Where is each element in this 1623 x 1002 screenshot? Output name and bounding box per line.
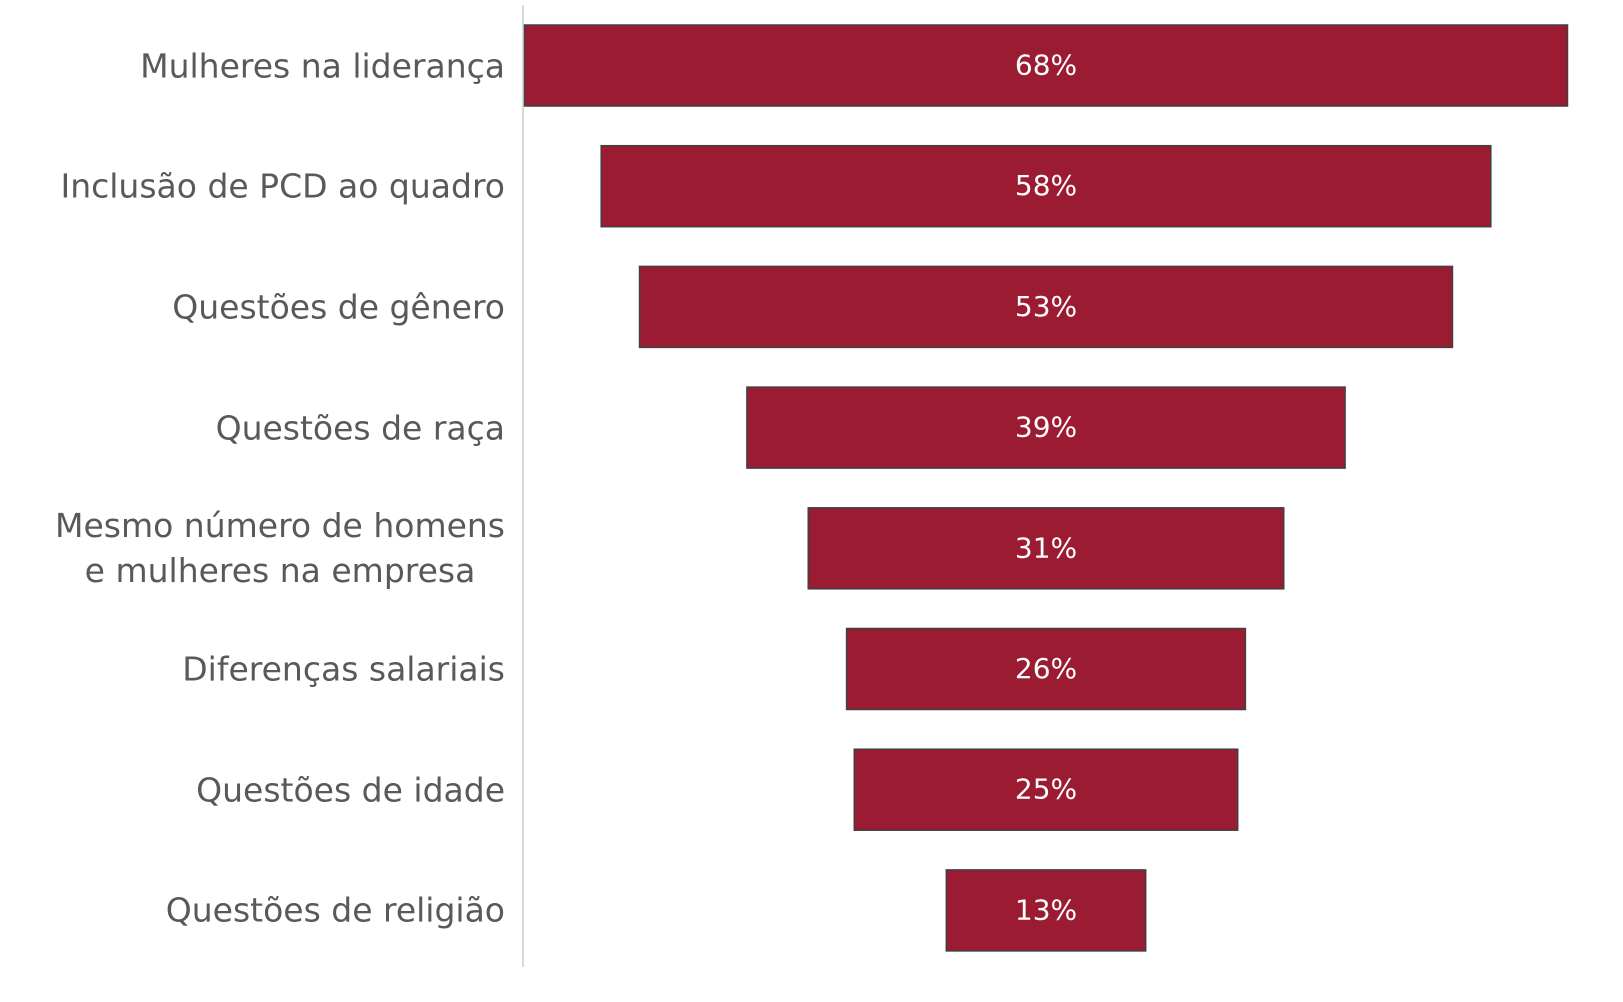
bar [600, 144, 1492, 228]
value-label: 31% [1015, 531, 1077, 564]
value-label: 26% [1015, 652, 1077, 685]
value-label: 25% [1015, 773, 1077, 806]
category-text: Questões de raça [215, 408, 505, 448]
category-label: Inclusão de PCD ao quadro [0, 164, 505, 209]
value-label: 53% [1015, 290, 1077, 323]
category-text: Questões de gênero [172, 287, 505, 327]
value-label: 39% [1015, 411, 1077, 444]
value-label: 68% [1015, 49, 1077, 82]
category-label: Mulheres na liderança [0, 43, 505, 88]
bar [638, 265, 1454, 349]
bar [807, 507, 1285, 590]
value-label: 13% [1015, 893, 1077, 926]
value-label: 58% [1015, 169, 1077, 202]
category-label: Questões de religião [0, 888, 505, 933]
bar [746, 386, 1346, 469]
bar [853, 748, 1239, 831]
category-text: Mesmo número de homens e mulheres na emp… [55, 506, 505, 591]
category-label: Mesmo número de homens e mulheres na emp… [0, 503, 505, 593]
category-label: Diferenças salariais [0, 647, 505, 692]
category-text: Inclusão de PCD ao quadro [60, 166, 505, 206]
bar [945, 869, 1147, 952]
category-text: Diferenças salariais [182, 649, 505, 689]
category-text: Questões de idade [196, 770, 505, 810]
category-label: Questões de idade [0, 767, 505, 812]
category-label: Questões de gênero [0, 284, 505, 329]
bar [845, 627, 1247, 711]
category-text: Questões de religião [165, 890, 505, 930]
bar [523, 24, 1569, 107]
category-label: Questões de raça [0, 405, 505, 450]
category-text: Mulheres na liderança [140, 46, 505, 85]
